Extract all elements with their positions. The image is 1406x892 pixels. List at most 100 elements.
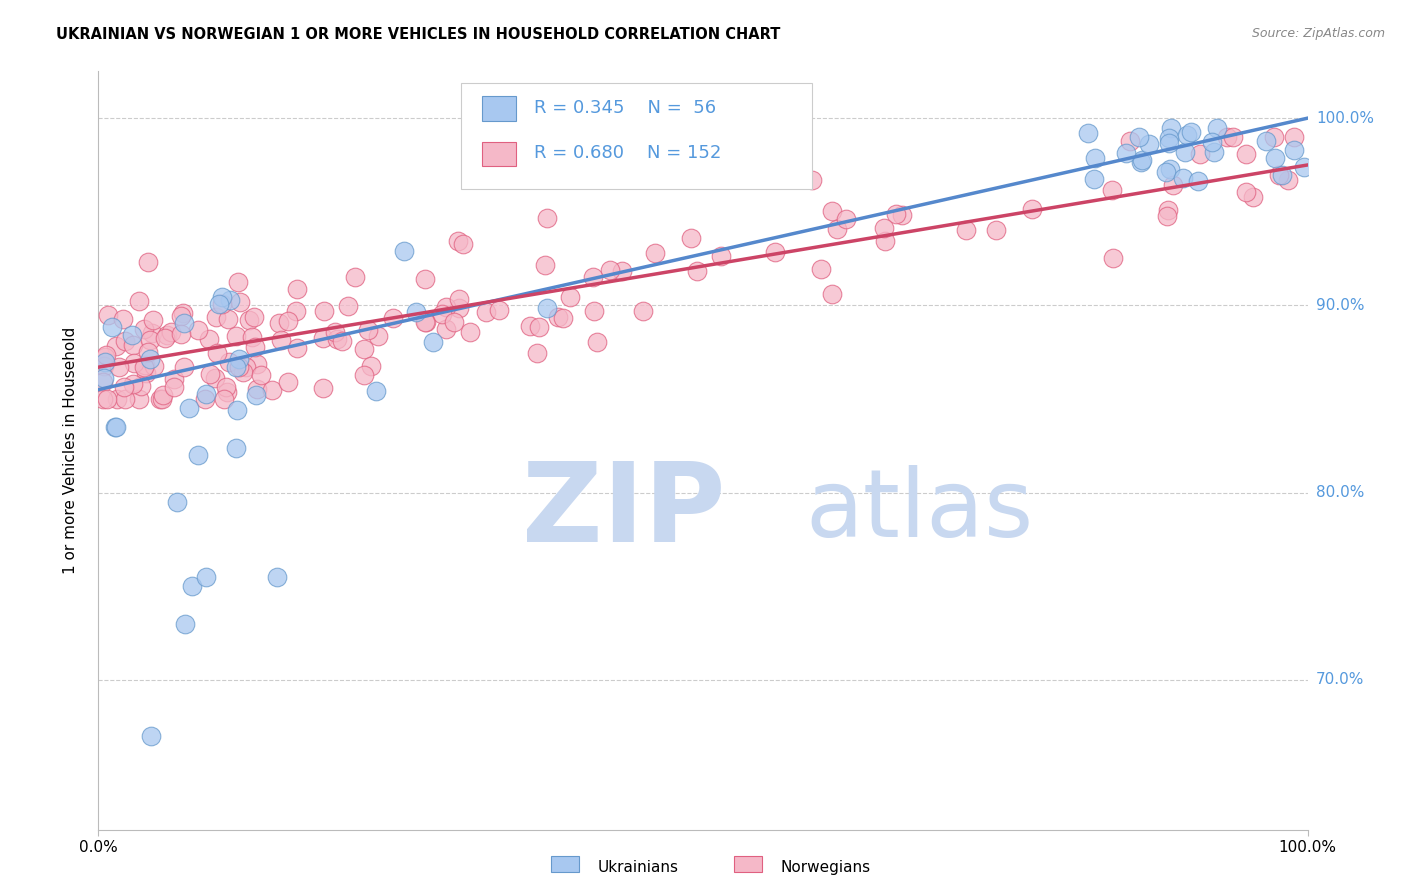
- Point: [686, 263, 709, 277]
- Point: [104, 420, 127, 434]
- Point: [1215, 129, 1237, 144]
- Text: R = 0.345    N =  56: R = 0.345 N = 56: [534, 99, 716, 117]
- Point: [825, 222, 848, 236]
- Point: [1267, 168, 1289, 182]
- Point: [582, 304, 605, 318]
- Point: [955, 222, 977, 236]
- Point: [644, 246, 666, 260]
- Point: [243, 340, 266, 354]
- Point: [821, 204, 844, 219]
- Point: [246, 382, 269, 396]
- Point: [287, 282, 309, 296]
- Point: [536, 211, 558, 226]
- Point: [1132, 153, 1154, 167]
- Point: [430, 306, 453, 320]
- Point: [139, 351, 162, 366]
- Point: [1159, 162, 1181, 177]
- Point: [1021, 202, 1043, 216]
- Point: [173, 359, 195, 374]
- Point: [1180, 125, 1202, 139]
- Point: [179, 401, 201, 416]
- Point: [243, 310, 266, 324]
- Point: [245, 388, 267, 402]
- Point: [122, 356, 145, 370]
- Point: [1234, 185, 1257, 199]
- Point: [285, 342, 308, 356]
- Point: [94, 354, 117, 368]
- Point: [160, 325, 183, 339]
- Point: [553, 310, 575, 325]
- Point: [443, 315, 465, 329]
- Point: [141, 326, 163, 340]
- Point: [1282, 129, 1305, 144]
- Point: [488, 302, 510, 317]
- Point: [434, 300, 457, 314]
- Point: [105, 392, 128, 406]
- Point: [100, 320, 122, 334]
- Point: [447, 292, 470, 306]
- Text: 100.0%: 100.0%: [1316, 111, 1374, 126]
- Point: [884, 207, 907, 221]
- Point: [142, 312, 165, 326]
- Point: [392, 244, 415, 258]
- Point: [114, 334, 136, 348]
- Point: [170, 326, 193, 341]
- Point: [1201, 135, 1223, 149]
- Point: [536, 301, 558, 316]
- Point: [1264, 152, 1286, 166]
- Point: [1263, 129, 1285, 144]
- Point: [173, 316, 195, 330]
- Point: [218, 355, 240, 369]
- Point: [211, 290, 233, 304]
- Point: [1282, 143, 1305, 157]
- Point: [681, 231, 703, 245]
- Point: [1154, 165, 1177, 179]
- Point: [1271, 168, 1294, 182]
- Point: [135, 366, 157, 380]
- Point: [344, 269, 367, 284]
- Point: [763, 244, 786, 259]
- Point: [1188, 147, 1211, 161]
- Point: [1277, 172, 1299, 186]
- Text: Source: ZipAtlas.com: Source: ZipAtlas.com: [1251, 27, 1385, 40]
- Point: [323, 325, 346, 339]
- Point: [1101, 183, 1123, 197]
- Point: [835, 212, 858, 227]
- Point: [200, 367, 222, 381]
- Point: [128, 293, 150, 308]
- Point: [121, 327, 143, 342]
- Text: atlas: atlas: [806, 465, 1033, 558]
- Point: [226, 403, 249, 417]
- Point: [96, 392, 118, 406]
- Point: [1187, 174, 1209, 188]
- Point: [325, 332, 347, 346]
- Point: [141, 729, 163, 743]
- Point: [232, 365, 254, 379]
- Point: [163, 372, 186, 386]
- Text: 80.0%: 80.0%: [1316, 485, 1364, 500]
- Point: [205, 346, 228, 360]
- Point: [413, 271, 436, 285]
- Point: [1254, 134, 1277, 148]
- Point: [208, 296, 231, 310]
- Point: [353, 342, 375, 356]
- Point: [225, 329, 247, 343]
- Point: [152, 388, 174, 402]
- Text: 90.0%: 90.0%: [1316, 298, 1364, 313]
- Text: 70.0%: 70.0%: [1316, 673, 1364, 688]
- Point: [360, 359, 382, 373]
- Point: [422, 334, 444, 349]
- Point: [1234, 147, 1257, 161]
- Point: [215, 384, 238, 399]
- Point: [91, 375, 114, 389]
- Point: [586, 334, 609, 349]
- Point: [94, 351, 117, 365]
- Point: [136, 345, 159, 359]
- Point: [1115, 145, 1137, 160]
- Point: [238, 313, 260, 327]
- Point: [136, 255, 159, 269]
- Point: [1205, 121, 1227, 136]
- Point: [415, 315, 437, 329]
- Point: [801, 173, 824, 187]
- Point: [1118, 134, 1140, 148]
